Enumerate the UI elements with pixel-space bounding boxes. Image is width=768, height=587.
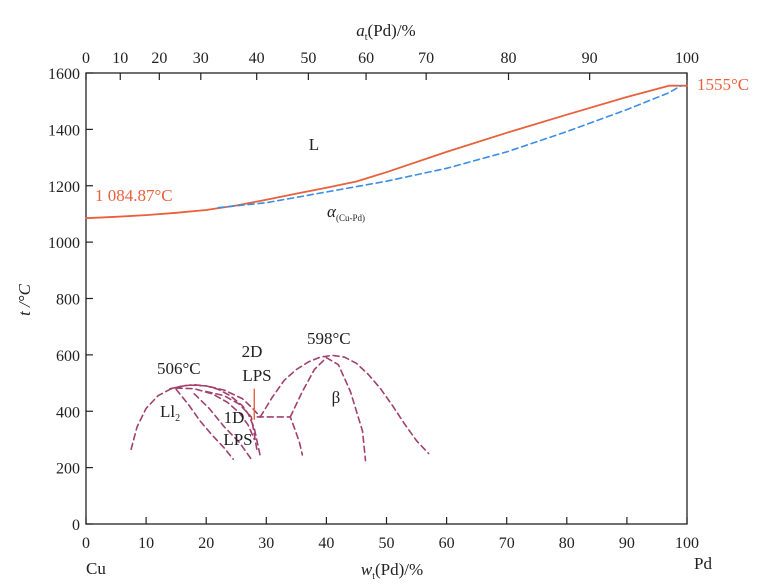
top-tick-label: 10 (112, 50, 128, 67)
l12-max-temp-label: 506°C (157, 359, 201, 378)
series-line-l12-inner-boundary (175, 388, 234, 461)
series-line-beta-left-leg (256, 416, 304, 456)
lps-1d-label-line1: 1D (224, 408, 245, 427)
alpha-region-label: α(Cu-Pd) (327, 202, 365, 223)
y-tick-label: 200 (56, 461, 80, 478)
series-line-lps-left-dome (175, 387, 256, 441)
series-line-1d-lps-boundary-a (193, 392, 253, 461)
top-tick-label: 20 (151, 50, 167, 67)
right-element-label: Pd (694, 554, 712, 573)
left-element-label: Cu (86, 559, 106, 578)
y-tick-label: 1200 (48, 179, 80, 196)
lps-2d-label-line1: 2D (242, 342, 263, 361)
series-line-beta-inner (289, 356, 367, 462)
y-tick-label: 1600 (48, 66, 80, 83)
bottom-tick-label: 70 (499, 535, 515, 552)
top-tick-label: 0 (82, 50, 90, 67)
bottom-tick-label: 60 (439, 535, 455, 552)
beta-phase-label: β (332, 388, 341, 407)
y-tick-label: 1400 (48, 122, 80, 139)
cu-melting-point-label: 1 084.87°C (95, 186, 173, 205)
series-line-beta-outer (259, 354, 430, 455)
bottom-tick-label: 90 (619, 535, 635, 552)
lps-1d-label-line2: LPS (223, 430, 252, 449)
top-tick-label: 30 (193, 50, 209, 67)
top-axis-title: at(Pd)/% (356, 21, 415, 43)
series-line-lps-right-branch (205, 390, 259, 453)
y-axis-title: t /°C (15, 283, 34, 315)
bottom-tick-label: 40 (318, 535, 334, 552)
series-line-solidus (217, 84, 682, 209)
y-tick-label: 600 (56, 348, 80, 365)
y-tick-label: 800 (56, 292, 80, 309)
top-tick-label: 60 (358, 50, 374, 67)
plot-frame (85, 72, 688, 525)
bottom-tick-label: 10 (138, 535, 154, 552)
y-tick-label: 400 (56, 404, 80, 421)
l12-phase-label: Ll2 (160, 402, 180, 424)
bottom-axis-title: wt(Pd)/% (361, 560, 423, 582)
bottom-tick-label: 50 (379, 535, 395, 552)
top-tick-label: 50 (300, 50, 316, 67)
bottom-tick-label: 0 (82, 535, 90, 552)
top-tick-label: 80 (501, 50, 517, 67)
series-line-lps-outer-dome (169, 384, 262, 418)
top-tick-label: 70 (418, 50, 434, 67)
liquid-region-label: L (309, 135, 319, 154)
bottom-tick-label: 100 (675, 535, 699, 552)
top-tick-label: 100 (675, 50, 699, 67)
top-tick-label: 40 (249, 50, 265, 67)
top-tick-label: 90 (582, 50, 598, 67)
beta-max-temp-label: 598°C (307, 329, 351, 348)
y-tick-label: 0 (72, 517, 80, 534)
pd-melting-point-label: 1555°C (697, 75, 749, 94)
bottom-tick-label: 30 (258, 535, 274, 552)
lps-2d-label-line2: LPS (242, 366, 271, 385)
bottom-tick-label: 80 (559, 535, 575, 552)
bottom-tick-label: 20 (198, 535, 214, 552)
y-tick-label: 1000 (48, 235, 80, 252)
series-line-liquidus (85, 84, 688, 220)
